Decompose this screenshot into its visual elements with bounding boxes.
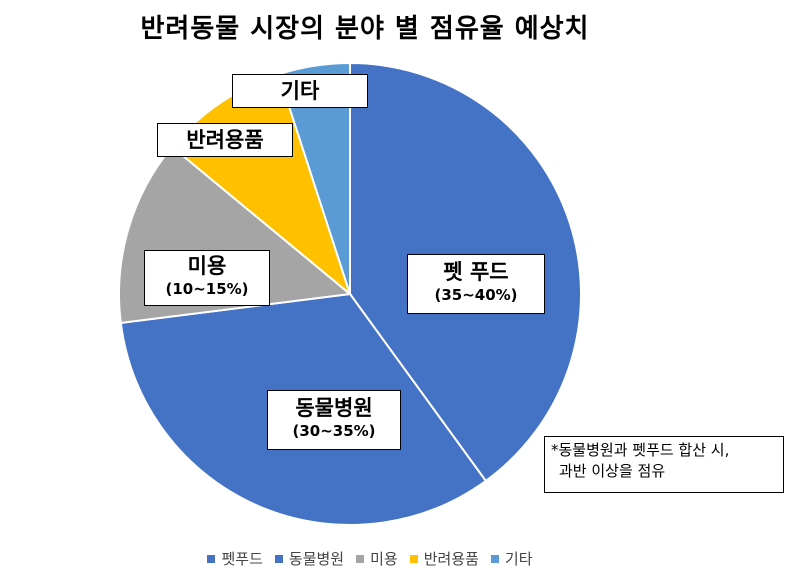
slice-label-name: 펫 푸드 xyxy=(443,260,509,284)
legend-swatch xyxy=(490,554,499,563)
legend-swatch xyxy=(274,554,283,563)
slice-label-name: 미용 xyxy=(187,254,227,278)
legend-item: 동물병원 xyxy=(274,548,345,569)
slice-label-name: 기타 xyxy=(280,79,320,103)
legend-item: 펫푸드 xyxy=(207,548,263,569)
slice-label-other: 기타 xyxy=(232,74,368,108)
annotation-line: 과반 이상을 점유 xyxy=(559,462,666,480)
chart-legend: 펫푸드 동물병원 미용 반려용품 기타 xyxy=(0,548,740,569)
legend-label: 동물병원 xyxy=(288,550,345,568)
legend-swatch xyxy=(409,554,418,563)
slice-label-range: (35~40%) xyxy=(434,286,518,304)
slice-label-grooming: 미용 (10~15%) xyxy=(144,250,270,306)
legend-item: 기타 xyxy=(490,548,533,569)
slice-label-range: (30~35%) xyxy=(292,422,376,440)
legend-item: 반려용품 xyxy=(409,548,479,569)
slice-label-vet-clinic: 동물병원 (30~35%) xyxy=(267,390,401,450)
legend-label: 펫푸드 xyxy=(221,550,263,568)
annotation-box: *동물병원과 펫푸드 합산 시, 과반 이상을 점유 xyxy=(544,436,784,493)
legend-swatch xyxy=(207,554,216,563)
slice-label-range: (10~15%) xyxy=(165,280,249,298)
legend-label: 반려용품 xyxy=(423,550,479,568)
slice-label-pet-supplies: 반려용품 xyxy=(157,123,293,157)
slice-label-name: 반려용품 xyxy=(186,128,264,152)
chart-title: 반려동물 시장의 분야 별 점유율 예상치 xyxy=(140,14,590,44)
legend-item: 미용 xyxy=(356,548,398,569)
slice-label-pet-food: 펫 푸드 (35~40%) xyxy=(407,254,545,314)
legend-label: 미용 xyxy=(370,550,398,568)
legend-swatch xyxy=(356,554,365,563)
slice-label-name: 동물병원 xyxy=(295,396,373,420)
legend-label: 기타 xyxy=(504,550,533,568)
annotation-line: *동물병원과 펫푸드 합산 시, xyxy=(551,441,730,459)
